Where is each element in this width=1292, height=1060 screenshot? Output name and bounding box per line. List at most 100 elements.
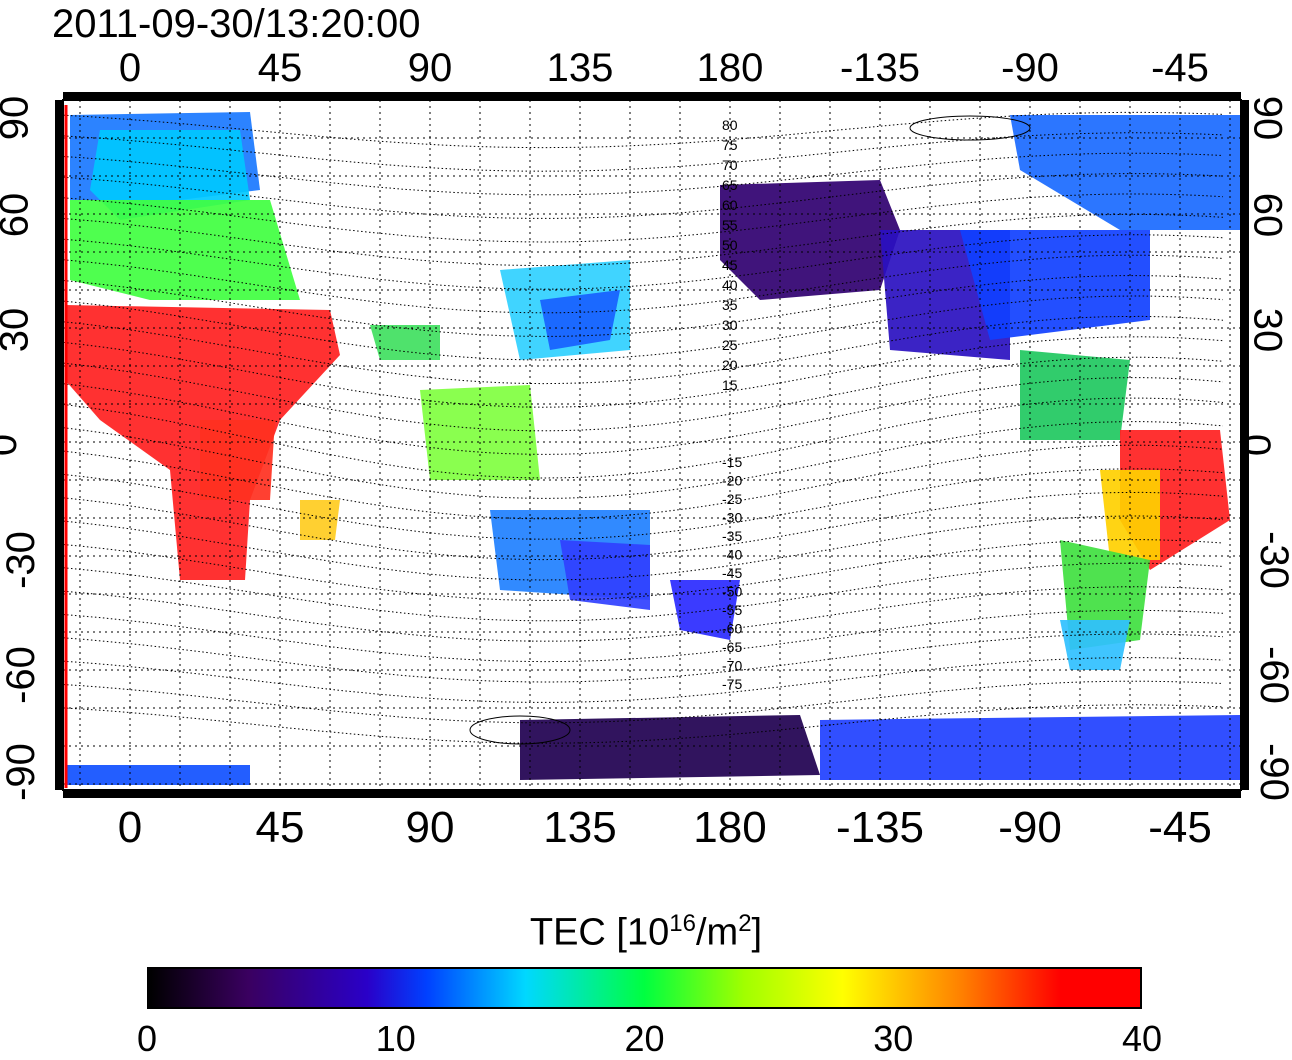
contour-line <box>62 444 1224 520</box>
contour-line <box>62 421 1224 499</box>
contour-label: 15 <box>722 377 738 393</box>
colorbar-label-unit-exponent: 2 <box>738 910 752 937</box>
contour-line <box>62 468 1224 540</box>
tec-region <box>520 715 820 780</box>
right-lat-tick-label: -60 <box>1251 646 1292 704</box>
left-lat-tick-label: 0 <box>0 434 25 456</box>
left-lat-tick-label: 90 <box>0 95 37 141</box>
left-lat-tick-label: -60 <box>0 646 43 704</box>
top-axis-band <box>63 92 1241 100</box>
contour-line <box>62 562 1224 622</box>
contour-line <box>62 586 1224 642</box>
tec-region <box>670 580 740 640</box>
contour-line <box>62 397 1224 479</box>
right-lat-tick-label: -30 <box>1251 531 1292 589</box>
contour-line <box>62 356 1224 432</box>
right-lat-tick-label: 0 <box>1234 433 1279 457</box>
contour-label: -70 <box>722 658 742 674</box>
bottom-lon-tick-label: 135 <box>543 803 617 852</box>
bottom-lon-tick-label: 45 <box>255 803 305 852</box>
contour-line <box>62 315 1224 385</box>
contour-line <box>62 377 1224 455</box>
tec-region <box>560 540 650 610</box>
bottom-lon-tick-label: -135 <box>835 803 925 852</box>
bottom-lon-tick-label: 180 <box>693 803 767 852</box>
tec-region <box>960 230 1150 340</box>
colorbar-tick-label: 10 <box>375 1018 416 1059</box>
contour-line <box>62 336 1224 408</box>
right-lat-tick-label: 30 <box>1245 307 1290 353</box>
contour-line <box>62 234 1224 290</box>
colorbar-tick-label: 40 <box>1121 1018 1163 1059</box>
left-lat-tick-label: -90 <box>0 743 43 801</box>
left-lat-tick-label: 60 <box>0 192 37 238</box>
tec-region <box>66 765 250 785</box>
right-axis-band <box>1241 100 1249 790</box>
contour-labels: 80 75 70 65 60 55 50 45 40 35 30 25 20 15 -15 -20 -25 -30… <box>722 117 742 692</box>
left-axis-band <box>55 100 63 790</box>
tec-region <box>720 180 900 300</box>
contour-label: -40 <box>722 547 742 563</box>
tec-region <box>820 715 1240 780</box>
contour-line <box>62 491 1224 561</box>
contour-label: 35 <box>722 297 738 313</box>
right-lat-tick-label: 60 <box>1245 192 1290 238</box>
magnetic-latitude-contours <box>62 111 1224 745</box>
contour-label: -25 <box>722 491 742 507</box>
top-lon-tick-label: 0 <box>118 46 142 90</box>
colorbar-tick-label: 30 <box>873 1018 914 1059</box>
contour-label: 80 <box>722 117 738 133</box>
tec-region <box>300 500 340 540</box>
contour-label: 30 <box>722 317 738 333</box>
colorbar-tick-label: 0 <box>136 1018 158 1059</box>
top-lon-tick-label: 45 <box>257 46 303 90</box>
bottom-lon-tick-label: -45 <box>1148 803 1212 852</box>
bottom-lon-tick-label: -90 <box>998 803 1062 852</box>
map-title: 2011-09-30/13:20:00 <box>52 2 421 46</box>
colorbar-tick-label: 20 <box>624 1018 665 1059</box>
bottom-axis-band <box>63 790 1241 798</box>
contour-label: 75 <box>722 137 738 153</box>
contour-closed <box>469 715 571 745</box>
tec-region <box>370 325 440 360</box>
top-lon-tick-label: 180 <box>696 46 764 90</box>
contour-line <box>62 515 1224 581</box>
graticule <box>63 100 1241 790</box>
contour-label: -55 <box>722 602 742 618</box>
contour-label: -75 <box>722 676 742 692</box>
tec-region <box>1060 620 1130 670</box>
colorbar-label-unit: /m <box>695 911 739 954</box>
contour-label: -35 <box>722 528 742 544</box>
contour-label: 50 <box>722 237 738 253</box>
contour-label: -15 <box>722 454 742 470</box>
contour-label: -50 <box>722 584 742 600</box>
colorbar-label-main: TEC [10 <box>529 911 670 954</box>
top-lon-tick-label: -90 <box>1001 46 1059 90</box>
tec-region <box>1020 350 1130 440</box>
tec-region <box>1010 115 1240 230</box>
top-lon-tick-label: -45 <box>1151 46 1209 90</box>
contour-label: 40 <box>722 277 738 293</box>
tec-region <box>420 385 540 480</box>
tec-map: 80 75 70 65 60 55 50 45 40 35 30 25 20 15 -15 -20 -25 -30… <box>55 92 1249 798</box>
colorbar <box>147 967 1142 1009</box>
contour-line <box>62 254 1224 314</box>
top-lon-tick-label: 135 <box>546 46 614 90</box>
contour-label: 55 <box>722 217 738 233</box>
contour-line <box>62 111 1224 149</box>
colorbar-label-end: ] <box>751 911 763 954</box>
contour-label: -45 <box>722 565 742 581</box>
contour-label: 65 <box>722 177 738 193</box>
contour-label: -30 <box>722 510 742 526</box>
bottom-lon-tick-label: 90 <box>405 803 455 852</box>
contour-label: 60 <box>722 197 738 213</box>
contour-label: 70 <box>722 157 738 173</box>
right-lat-tick-label: -90 <box>1251 743 1292 801</box>
contour-label: -60 <box>722 621 742 637</box>
colorbar-label-exponent: 16 <box>669 910 696 937</box>
contour-label: 25 <box>722 337 738 353</box>
contour-label: 20 <box>722 357 738 373</box>
top-lon-tick-label: 90 <box>407 46 453 90</box>
left-lat-tick-label: 30 <box>0 307 37 353</box>
left-lat-tick-label: -30 <box>0 531 43 589</box>
